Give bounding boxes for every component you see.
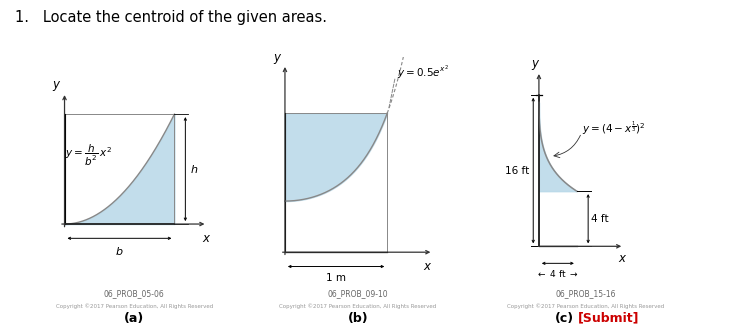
- Text: 1.   Locate the centroid of the given areas.: 1. Locate the centroid of the given area…: [15, 10, 327, 25]
- Text: 06_PROB_09-10: 06_PROB_09-10: [327, 289, 389, 298]
- Text: Copyright ©2017 Pearson Education, All Rights Reserved: Copyright ©2017 Pearson Education, All R…: [56, 303, 213, 309]
- Text: 06_PROB_15-16: 06_PROB_15-16: [555, 289, 616, 298]
- Text: 16 ft: 16 ft: [505, 165, 530, 176]
- Text: $y$: $y$: [273, 52, 283, 66]
- Text: $y$: $y$: [531, 58, 541, 72]
- Text: (c): (c): [555, 312, 574, 325]
- Text: Copyright ©2017 Pearson Education, All Rights Reserved: Copyright ©2017 Pearson Education, All R…: [280, 303, 436, 309]
- Text: (a): (a): [124, 312, 145, 325]
- Text: $\leftarrow$ 4 ft $\rightarrow$: $\leftarrow$ 4 ft $\rightarrow$: [536, 268, 580, 279]
- Text: [Submit]: [Submit]: [578, 312, 639, 325]
- Text: $x$: $x$: [618, 252, 627, 265]
- Text: $x$: $x$: [423, 260, 432, 273]
- Text: $y = 0.5e^{x^2}$: $y = 0.5e^{x^2}$: [398, 64, 449, 81]
- Text: $y = (4 - x^{\frac{1}{3}})^2$: $y = (4 - x^{\frac{1}{3}})^2$: [582, 119, 645, 137]
- Text: (b): (b): [348, 312, 369, 325]
- Text: 06_PROB_05-06: 06_PROB_05-06: [104, 289, 165, 298]
- Text: $y = \dfrac{h}{b^2}\,x^2$: $y = \dfrac{h}{b^2}\,x^2$: [65, 143, 112, 169]
- Text: Copyright ©2017 Pearson Education, All Rights Reserved: Copyright ©2017 Pearson Education, All R…: [507, 303, 664, 309]
- Text: $b$: $b$: [115, 245, 124, 257]
- Text: $y$: $y$: [52, 79, 61, 93]
- Text: 4 ft: 4 ft: [591, 214, 609, 224]
- Text: 1 m: 1 m: [326, 273, 346, 283]
- Text: $h$: $h$: [189, 163, 198, 175]
- Text: $x$: $x$: [201, 232, 211, 245]
